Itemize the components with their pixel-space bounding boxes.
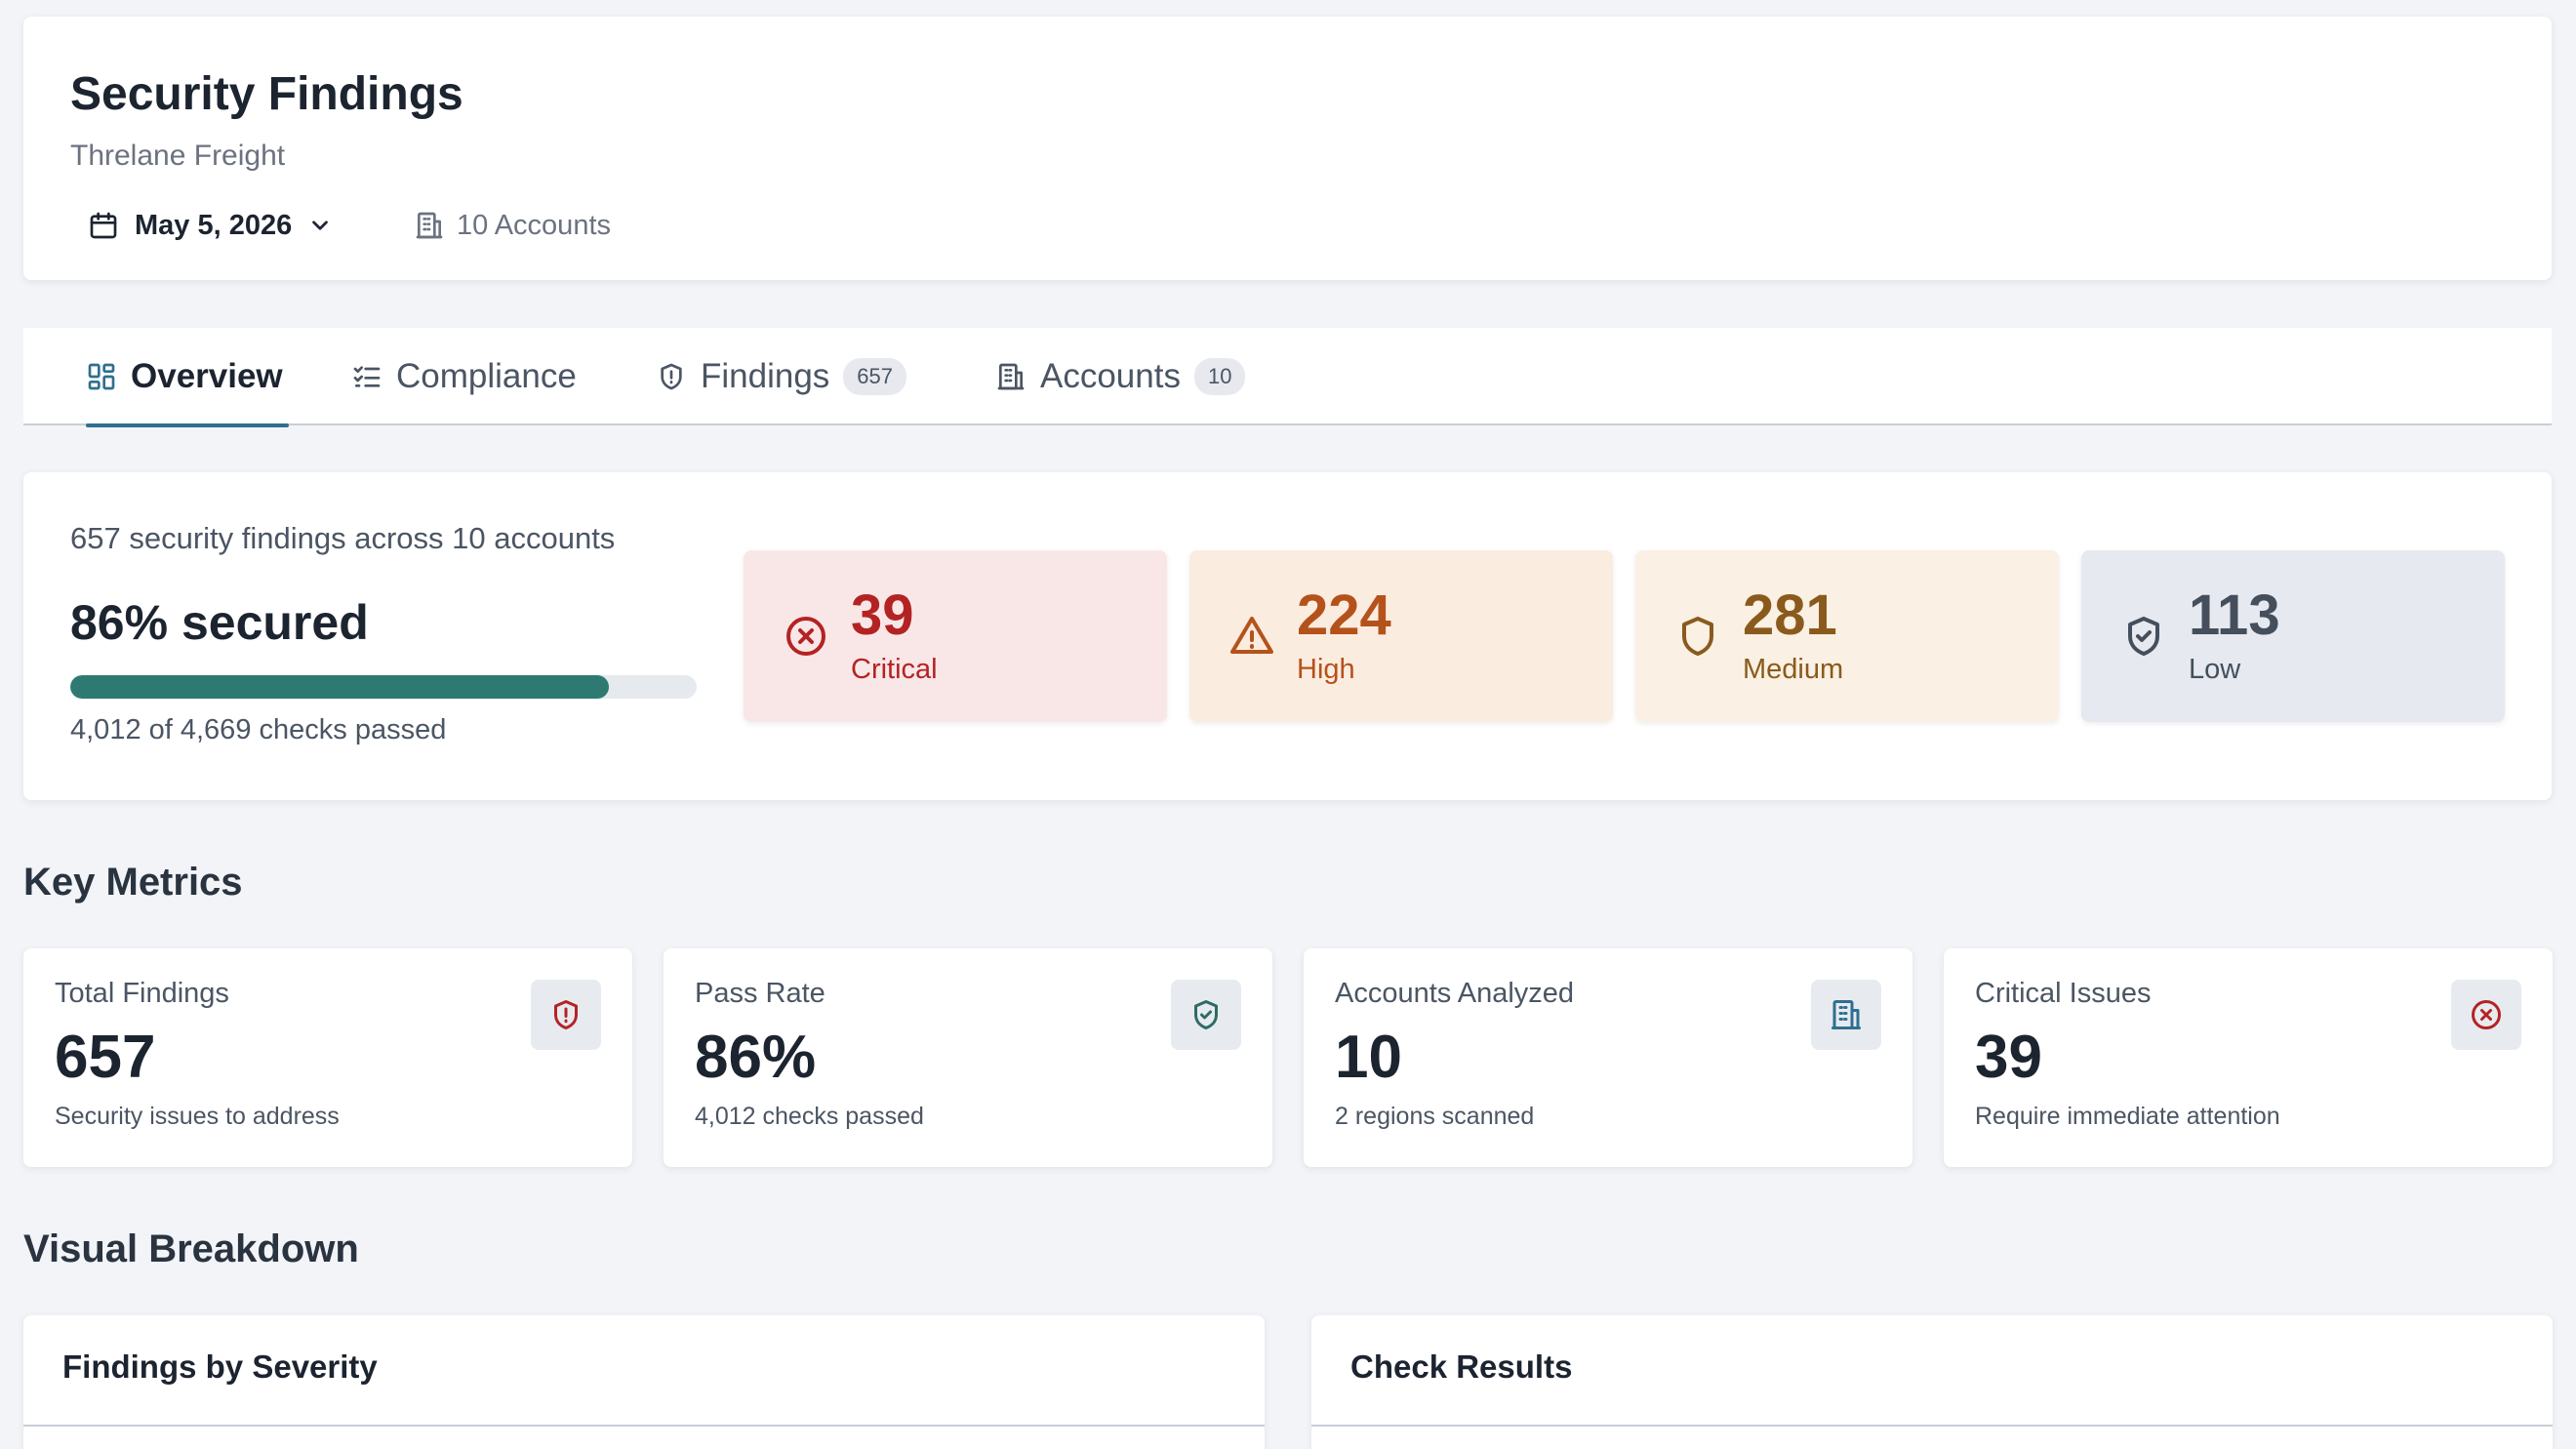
metric-value: 10 (1335, 1024, 1402, 1091)
metric-label: Accounts Analyzed (1335, 978, 1575, 1009)
metric-value: 39 (1975, 1024, 2042, 1091)
shield-alert-icon (531, 980, 601, 1050)
checklist-icon (351, 361, 382, 392)
building-icon (995, 361, 1026, 392)
metric-subtitle: 4,012 checks passed (695, 1103, 924, 1130)
shield-check-icon (2120, 613, 2167, 660)
metric-card-pass-rate: Pass Rate 86% 4,012 checks passed (664, 948, 1272, 1167)
metric-subtitle: Require immediate attention (1975, 1103, 2280, 1130)
organization-name: Threlane Freight (70, 140, 286, 172)
calendar-icon (88, 210, 119, 241)
metric-label: Total Findings (55, 978, 229, 1009)
warning-triangle-icon (1228, 613, 1275, 660)
panel-divider (1311, 1425, 2553, 1427)
metric-card-critical-issues: Critical Issues 39 Require immediate att… (1944, 948, 2553, 1167)
date-label: May 5, 2026 (135, 209, 293, 241)
x-circle-icon (2451, 980, 2521, 1050)
findings-by-severity-panel: Findings by Severity (23, 1315, 1265, 1449)
tab-bar: Overview Compliance Findings 657 Account… (23, 328, 2552, 427)
metric-value: 86% (695, 1024, 817, 1091)
metric-card-total-findings: Total Findings 657 Security issues to ad… (23, 948, 632, 1167)
secured-percentage: 86% secured (70, 595, 369, 650)
tab-compliance-label: Compliance (396, 357, 577, 395)
panel-title: Findings by Severity (62, 1348, 378, 1385)
metric-subtitle: 2 regions scanned (1335, 1103, 1535, 1130)
findings-count-badge: 657 (843, 358, 907, 395)
tab-compliance[interactable]: Compliance (351, 328, 577, 425)
metric-value: 657 (55, 1024, 156, 1091)
panel-divider (23, 1425, 1265, 1427)
severity-label: Medium (1743, 653, 1844, 685)
shield-icon (1674, 613, 1721, 660)
accounts-count: 10 Accounts (414, 202, 611, 249)
severity-label: Low (2189, 653, 2241, 685)
metric-subtitle: Security issues to address (55, 1103, 340, 1130)
shield-check-icon (1171, 980, 1241, 1050)
page-header: Security Findings Threlane Freight May 5… (23, 17, 2552, 280)
summary-headline: 657 security findings across 10 accounts (70, 521, 616, 555)
tab-findings-label: Findings (701, 357, 830, 395)
severity-card-high[interactable]: 224 High (1189, 550, 1613, 722)
page-title: Security Findings (70, 68, 463, 120)
severity-count: 281 (1743, 583, 1837, 647)
severity-card-medium[interactable]: 281 Medium (1635, 550, 2059, 722)
tab-overview-label: Overview (131, 357, 283, 395)
metric-label: Pass Rate (695, 978, 825, 1009)
shield-alert-icon (656, 361, 687, 392)
accounts-label: 10 Accounts (457, 209, 611, 241)
tab-findings[interactable]: Findings 657 (656, 328, 907, 425)
building-icon (1811, 980, 1881, 1050)
checks-passed-text: 4,012 of 4,669 checks passed (70, 714, 447, 745)
building-icon (414, 210, 445, 241)
severity-label: Critical (851, 653, 938, 685)
metric-card-accounts-analyzed: Accounts Analyzed 10 2 regions scanned (1304, 948, 1912, 1167)
tab-overview[interactable]: Overview (86, 328, 289, 427)
secured-progress-bar (70, 675, 697, 699)
dashboard-icon (86, 361, 117, 392)
accounts-count-badge: 10 (1193, 358, 1246, 395)
severity-label: High (1297, 653, 1355, 685)
panel-title: Check Results (1350, 1348, 1573, 1385)
date-picker[interactable]: May 5, 2026 (88, 202, 333, 249)
tab-accounts-label: Accounts (1040, 357, 1181, 395)
tab-accounts[interactable]: Accounts 10 (995, 328, 1246, 425)
severity-count: 39 (851, 583, 914, 647)
severity-count: 113 (2189, 583, 2280, 647)
x-circle-icon (783, 613, 829, 660)
metric-label: Critical Issues (1975, 978, 2152, 1009)
security-summary: 657 security findings across 10 accounts… (23, 472, 2552, 800)
chevron-down-icon (307, 213, 333, 238)
severity-card-low[interactable]: 113 Low (2081, 550, 2505, 722)
secured-progress-fill (70, 675, 610, 699)
visual-breakdown-heading: Visual Breakdown (23, 1228, 359, 1270)
active-tab-indicator (86, 423, 289, 427)
check-results-panel: Check Results (1311, 1315, 2553, 1449)
key-metrics-heading: Key Metrics (23, 861, 243, 904)
severity-count: 224 (1297, 583, 1391, 647)
severity-card-critical[interactable]: 39 Critical (744, 550, 1167, 722)
